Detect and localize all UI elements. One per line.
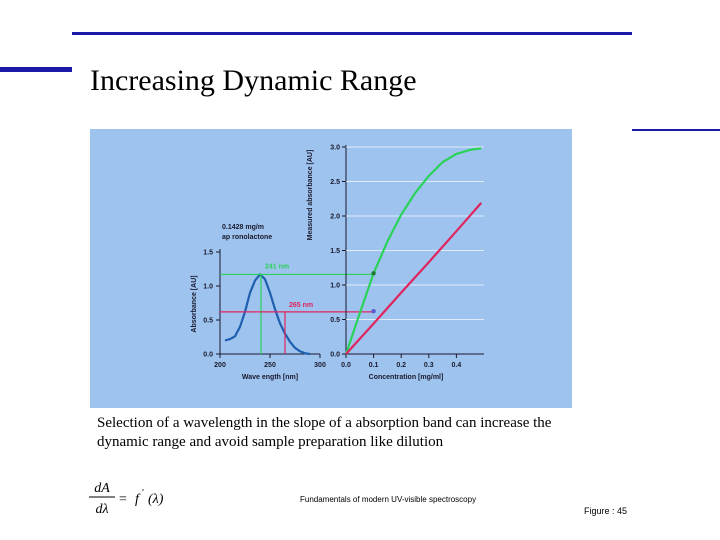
- calibration-x-tick-label: 0.0: [341, 362, 351, 369]
- calibration-marker-241-nm: [371, 271, 376, 276]
- slide-title: Increasing Dynamic Range: [90, 64, 417, 97]
- top-rule: [72, 32, 632, 35]
- spectrum-x-label: Wave ength [nm]: [242, 374, 298, 381]
- formula-prime: ′: [142, 488, 144, 499]
- calibration-y-tick-label: 0.5: [330, 317, 340, 324]
- marker-265-label: 265 nm: [289, 302, 313, 309]
- spectrum-annotation-line-2: ap ronolactone: [222, 234, 272, 241]
- calibration-x-tick-label: 0.2: [396, 362, 406, 369]
- calibration-y-tick-label: 2.0: [330, 214, 340, 221]
- figure-svg: 0.1428 mg/m ap ronolactone Wave ength [n…: [191, 145, 484, 381]
- calibration-y-tick-label: 1.0: [330, 283, 340, 290]
- calibration-series-241-nm: [344, 147, 482, 355]
- calibration-y-tick-label: 2.5: [330, 179, 340, 186]
- caption: Selection of a wavelength in the slope o…: [97, 415, 552, 450]
- formula-denominator: dλ: [95, 502, 108, 517]
- formula-function: f: [135, 492, 141, 507]
- formula-equals: =: [119, 492, 127, 507]
- calibration-y-label: Measured absorbance [AU]: [307, 150, 314, 241]
- spectrum-annotation-line-1: 0.1428 mg/m: [222, 224, 264, 231]
- spectrum-x-tick-label: 250: [264, 362, 276, 369]
- calibration-y-tick-label: 3.0: [330, 145, 340, 152]
- formula-numerator: dA: [94, 481, 110, 496]
- spectrum-x-tick-label: 300: [314, 362, 326, 369]
- spectrum-x-tick-label: 200: [214, 362, 226, 369]
- figure-number: Figure : 45: [584, 506, 628, 516]
- calibration-series-265-nm: [345, 202, 483, 355]
- source-note: Fundamentals of modern UV-visible spectr…: [300, 495, 477, 504]
- spectrum-y-tick-label: 1.5: [203, 250, 213, 257]
- spectrum-y-tick-label: 0.0: [203, 352, 213, 359]
- spectrum-y-tick-label: 0.5: [203, 318, 213, 325]
- marker-241-label: 241 nm: [265, 263, 289, 270]
- calibration-x-tick-label: 0.1: [369, 362, 379, 369]
- left-rule: [0, 67, 72, 72]
- spectrum-y-label: Absorbance [AU]: [191, 275, 198, 332]
- calibration-y-tick-label: 1.5: [330, 248, 340, 255]
- calibration-x-label: Concentration [mg/ml]: [369, 374, 444, 381]
- spectrum-y-tick-label: 1.0: [203, 284, 213, 291]
- calibration-x-tick-label: 0.4: [452, 362, 462, 369]
- right-rule: [632, 129, 720, 131]
- derivative-formula: dA dλ = f ′ (λ): [86, 478, 186, 518]
- calibration-y-tick-label: 0.0: [330, 352, 340, 359]
- calibration-x-tick-label: 0.3: [424, 362, 434, 369]
- formula-argument: (λ): [148, 492, 164, 507]
- calibration-plot: Concentration [mg/ml] Measured absorbanc…: [307, 145, 484, 381]
- calibration-marker-265-nm: [371, 309, 376, 314]
- spectrum-plot: 0.1428 mg/m ap ronolactone Wave ength [n…: [191, 224, 374, 381]
- figure-panel: 0.1428 mg/m ap ronolactone Wave ength [n…: [90, 129, 572, 408]
- spectrum-curve: [224, 273, 311, 356]
